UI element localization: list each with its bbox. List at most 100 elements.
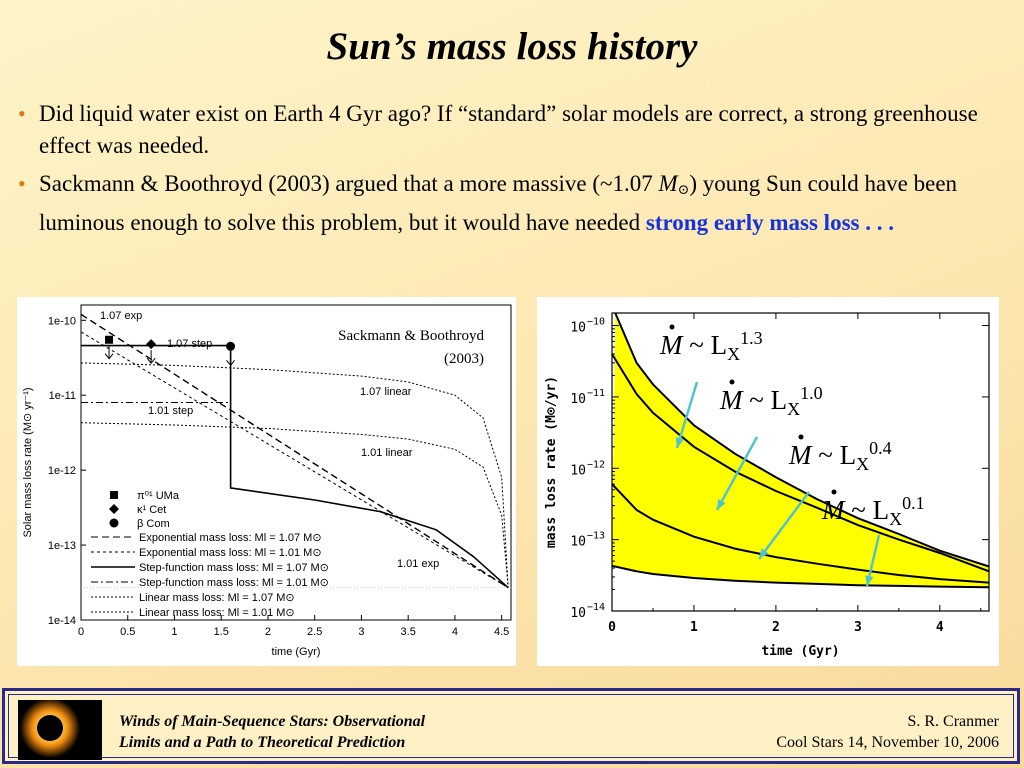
legend-label: β Com bbox=[137, 518, 170, 530]
footer-author: S. R. Cranmer bbox=[907, 713, 999, 730]
y-axis-label: Solar mass loss rate (M⊙ yr⁻¹) bbox=[22, 387, 34, 537]
bullet-list: • Did liquid water exist on Earth 4 Gyr a… bbox=[18, 98, 1003, 245]
series-label: 1.07 step bbox=[167, 338, 212, 350]
y-tick-exponent: −13 bbox=[587, 531, 605, 542]
mdot-dot bbox=[798, 434, 804, 440]
solar-mass-letter: M bbox=[658, 171, 678, 196]
y-tick-base: 10 bbox=[570, 392, 586, 407]
x-tick-label: 3.5 bbox=[401, 626, 416, 638]
footer-bar: Winds of Main-Sequence Stars: Observatio… bbox=[2, 688, 1020, 764]
x-tick-label: 4 bbox=[936, 620, 944, 635]
x-tick-label: 1.5 bbox=[214, 626, 229, 638]
mdot-dot bbox=[669, 324, 675, 330]
y-tick-label: 1e-14 bbox=[48, 615, 76, 627]
series-label: 1.07 linear bbox=[360, 386, 412, 398]
pointer-arrowhead bbox=[865, 575, 874, 586]
x-tick-label: 4.5 bbox=[494, 626, 509, 638]
x-tick-label: 2 bbox=[265, 626, 271, 638]
plot-frame bbox=[80, 304, 512, 621]
x-tick-label: 0 bbox=[608, 620, 616, 635]
upper-limit-arrowhead bbox=[146, 357, 156, 364]
x-tick-label: 0.5 bbox=[120, 626, 135, 638]
y-tick-label: 1e-11 bbox=[49, 390, 76, 402]
pointer-arrow bbox=[757, 491, 811, 560]
slide-title: Sun’s mass loss history bbox=[326, 25, 698, 68]
chart-annotation-year: (2003) bbox=[444, 351, 484, 367]
legend-label: κ¹ Cet bbox=[137, 504, 166, 516]
y-tick-base: 10 bbox=[570, 535, 586, 550]
pointer-arrowhead bbox=[675, 437, 684, 448]
mdot-dot bbox=[729, 379, 735, 385]
legend-label: Exponential mass loss: Ml = 1.07 M⊙ bbox=[139, 532, 322, 544]
x-tick-label: 1 bbox=[690, 620, 698, 635]
bullet-item: • Did liquid water exist on Earth 4 Gyr a… bbox=[18, 98, 1003, 162]
plot-frame bbox=[611, 312, 990, 612]
series-line bbox=[80, 331, 509, 589]
legend-label: Step-function mass loss: Ml = 1.01 M⊙ bbox=[139, 577, 329, 589]
pointer-arrowhead bbox=[759, 548, 769, 559]
curve-label: M ~ LX1.3 bbox=[659, 328, 763, 364]
solar-eclipse-image bbox=[18, 700, 102, 760]
solar-eclipse-logo-icon bbox=[18, 700, 102, 760]
upper-limit-arrowhead bbox=[226, 359, 235, 367]
curve-label: M ~ LX1.0 bbox=[719, 383, 823, 419]
data-point-diamond bbox=[146, 339, 157, 350]
y-tick-label: 1e-12 bbox=[48, 465, 76, 477]
sun-symbol-icon: ⊙ bbox=[677, 183, 690, 198]
x-tick-label: 3 bbox=[854, 620, 862, 635]
data-point-square bbox=[105, 335, 114, 344]
y-tick-exponent: −14 bbox=[587, 602, 605, 613]
power-law-curve bbox=[611, 353, 990, 573]
bullet-text-part: Sackmann & Boothroyd (2003) argued that … bbox=[39, 171, 659, 196]
y-tick-exponent: −10 bbox=[587, 317, 605, 328]
y-tick-exponent: −11 bbox=[587, 388, 605, 399]
y-tick-exponent: −12 bbox=[587, 459, 605, 470]
bullet-marker: • bbox=[18, 101, 26, 126]
y-tick-base: 10 bbox=[570, 606, 586, 621]
legend-label: π⁰¹ UMa bbox=[137, 490, 180, 502]
x-axis-label: time (Gyr) bbox=[272, 646, 321, 658]
bullet-item: • Sackmann & Boothroyd (2003) argued that… bbox=[18, 168, 1003, 239]
sackmann-boothroyd-chart: 0 0.5 1 1.5 2 2.5 3 3.5 4 4.5 1e-14 1e-13 1e-12 1e-11… bbox=[22, 304, 512, 658]
y-axis-label: mass loss rate (M⊙/yr) bbox=[544, 376, 559, 548]
right-chart-panel: 0 1 2 3 4 10 −10 10 −11 10 −12 10 −13 10 −14 time (Gyr)… bbox=[537, 297, 999, 666]
left-chart-panel: 0 0.5 1 1.5 2 2.5 3 3.5 4 4.5 1e-14 1e-13 1e-12 1e-11… bbox=[17, 297, 516, 666]
solar-mass-symbol: M⊙ bbox=[658, 171, 690, 198]
series-line bbox=[80, 422, 509, 588]
chart-annotation: Sackmann & Boothroyd bbox=[338, 328, 484, 344]
y-tick-label: 1e-13 bbox=[48, 540, 76, 552]
pointer-arrow bbox=[715, 436, 759, 511]
pointer-arrow bbox=[675, 381, 699, 449]
power-law-curve bbox=[611, 564, 990, 589]
y-tick-base: 10 bbox=[570, 463, 586, 478]
power-law-curve bbox=[614, 312, 990, 568]
footer-title-line: Winds of Main-Sequence Stars: Observatio… bbox=[119, 713, 426, 730]
series-line bbox=[81, 344, 509, 589]
bullet-text: Did liquid water exist on Earth 4 Gyr ag… bbox=[39, 101, 978, 158]
x-tick-label: 4 bbox=[452, 626, 458, 638]
y-tick-label: 1e-10 bbox=[48, 315, 76, 327]
x-axis-label: time (Gyr) bbox=[761, 644, 839, 659]
series-label: 1.01 step bbox=[148, 405, 193, 417]
legend-label: Exponential mass loss: Ml = 1.01 M⊙ bbox=[139, 547, 322, 559]
curve-label: M ~ LX0.4 bbox=[788, 438, 892, 474]
legend-label: Step-function mass loss: Ml = 1.07 M⊙ bbox=[139, 562, 329, 574]
x-tick-label: 0 bbox=[78, 626, 84, 638]
footer-talk-title: Winds of Main-Sequence Stars: Observatio… bbox=[119, 711, 425, 753]
x-tick-label: 2.5 bbox=[307, 626, 322, 638]
x-tick-label: 1 bbox=[171, 626, 177, 638]
legend-label: Linear mass loss: Ml = 1.07 M⊙ bbox=[139, 592, 295, 604]
footer-title-line: Limits and a Path to Theoretical Predict… bbox=[119, 734, 406, 751]
highlighted-text: strong early mass loss . . . bbox=[645, 210, 894, 235]
series-label: 1.01 linear bbox=[361, 447, 413, 459]
bullet-text-part: ) young Sun could have been luminous eno… bbox=[39, 171, 958, 235]
curve-label: M ~ LX0.1 bbox=[821, 493, 925, 529]
x-tick-label: 2 bbox=[772, 620, 780, 635]
bullet-marker: • bbox=[18, 171, 26, 196]
legend-marker-diamond bbox=[109, 504, 119, 514]
footer-author-block: S. R. Cranmer Cool Stars 14, November 10… bbox=[776, 711, 999, 753]
legend-marker-circle bbox=[109, 518, 119, 528]
x-tick-label: 3 bbox=[358, 626, 364, 638]
footer-frame: Winds of Main-Sequence Stars: Observatio… bbox=[8, 694, 1014, 760]
legend-label: Linear mass loss: Ml = 1.01 M⊙ bbox=[139, 607, 295, 619]
